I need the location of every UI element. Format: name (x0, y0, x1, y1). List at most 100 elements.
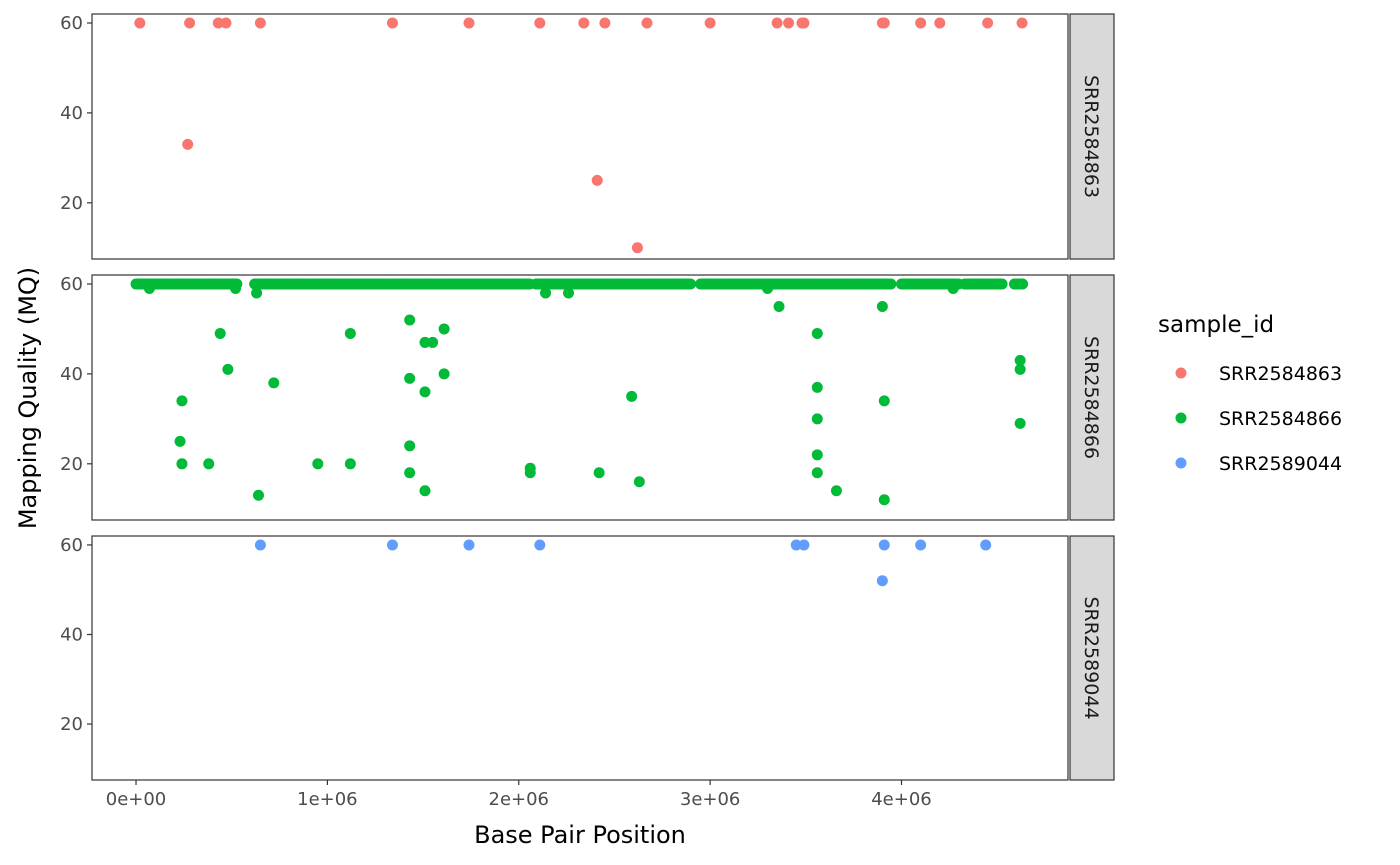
legend-label: SRR2589044 (1219, 453, 1342, 475)
data-point (876, 300, 888, 312)
legend-key (1175, 367, 1187, 379)
data-point (438, 323, 450, 335)
data-point (783, 17, 795, 29)
data-point (427, 336, 439, 348)
data-point (184, 17, 196, 29)
data-point (593, 467, 605, 479)
data-point (811, 327, 823, 339)
data-point (1014, 363, 1026, 375)
facet-panel-srr2584866: 20 40 60 SRR2584866 (60, 274, 1115, 521)
data-point (878, 17, 890, 29)
data-point (134, 17, 146, 29)
data-point (915, 17, 927, 29)
y-tick-label: 20 (60, 454, 83, 475)
facet-panel-srr2589044: 20 40 60 SRR2589044 (60, 535, 1115, 781)
facet-strip (1069, 274, 1115, 521)
data-point (915, 539, 927, 551)
x-tick-label: 0e+00 (106, 789, 167, 810)
data-point (386, 17, 398, 29)
data-point (798, 17, 810, 29)
data-point (344, 327, 356, 339)
data-point (268, 377, 280, 389)
data-point (980, 539, 992, 551)
data-point (386, 539, 398, 551)
y-tick-label: 20 (60, 714, 83, 735)
data-point (404, 467, 416, 479)
data-point (252, 489, 264, 501)
y-tick-label: 60 (60, 13, 83, 34)
data-point (878, 395, 890, 407)
legend-key (1175, 412, 1187, 424)
data-point (591, 174, 603, 186)
x-tick-label: 4e+06 (871, 789, 932, 810)
data-point (685, 278, 697, 290)
data-point (996, 278, 1008, 290)
facet-strip-label: SRR2584863 (1080, 75, 1102, 198)
data-point (214, 327, 226, 339)
data-point (203, 458, 215, 470)
legend-label: SRR2584863 (1219, 363, 1342, 385)
legend-item: SRR2584866 (1175, 408, 1342, 430)
data-point (182, 138, 194, 150)
data-point (176, 395, 188, 407)
y-tick-label: 40 (60, 624, 83, 645)
facet-strip (1069, 535, 1115, 781)
data-point (534, 539, 546, 551)
y-tick-label: 60 (60, 274, 83, 295)
data-point (540, 287, 552, 299)
data-point (230, 282, 242, 294)
facet-strip-label: SRR2584866 (1080, 336, 1102, 459)
data-point (534, 17, 546, 29)
data-point (878, 539, 890, 551)
data-point (312, 458, 324, 470)
data-point (811, 381, 823, 393)
legend-item: SRR2589044 (1175, 453, 1342, 475)
data-point (626, 390, 638, 402)
x-tick-label: 2e+06 (489, 789, 550, 810)
data-point (174, 435, 186, 447)
data-point (419, 485, 431, 497)
data-point (254, 17, 266, 29)
data-point (578, 17, 590, 29)
data-point (947, 282, 959, 294)
data-point (641, 17, 653, 29)
x-tick-label: 1e+06 (297, 789, 358, 810)
data-point (599, 17, 611, 29)
data-point (1016, 17, 1028, 29)
data-point (631, 242, 643, 254)
panel-border (91, 13, 1069, 260)
data-point (404, 372, 416, 384)
data-point (563, 287, 575, 299)
data-point (934, 17, 946, 29)
data-point (438, 368, 450, 380)
panel-border (91, 274, 1069, 521)
data-point (419, 336, 431, 348)
data-point (811, 449, 823, 461)
data-point (885, 278, 897, 290)
data-point (633, 476, 645, 488)
x-axis-title: Base Pair Position (474, 821, 686, 849)
data-point (212, 17, 224, 29)
data-point (878, 494, 890, 506)
data-point (254, 539, 266, 551)
y-axis-title: Mapping Quality (MQ) (14, 267, 42, 529)
data-point (876, 575, 888, 587)
data-point (704, 17, 716, 29)
facet-panels: 20 40 60 SRR2584863 20 40 60 SRR2584866 20 40 60 SR… (60, 13, 1115, 810)
data-point (220, 17, 232, 29)
data-point (771, 17, 783, 29)
y-tick-label: 20 (60, 193, 83, 214)
data-point (1014, 417, 1026, 429)
data-point (176, 458, 188, 470)
data-point (463, 17, 475, 29)
data-point (251, 287, 263, 299)
facet-strip-label: SRR2589044 (1080, 596, 1102, 719)
data-point (524, 467, 536, 479)
data-point (798, 539, 810, 551)
data-point (790, 539, 802, 551)
data-point (143, 282, 155, 294)
legend-label: SRR2584866 (1219, 408, 1342, 430)
data-point (982, 17, 994, 29)
data-point (762, 282, 774, 294)
